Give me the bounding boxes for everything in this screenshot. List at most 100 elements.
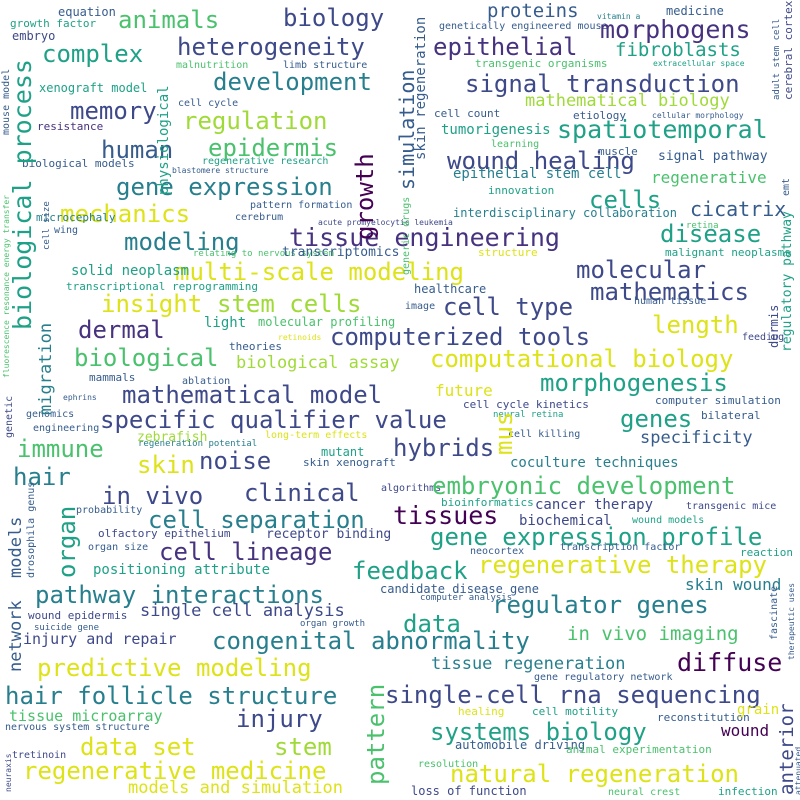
- word: wound healing: [447, 147, 635, 175]
- word: regeneration potential: [138, 439, 258, 449]
- word: epithelial stem cell: [453, 166, 622, 182]
- word: dermal: [78, 316, 165, 344]
- word: mathematical model: [122, 381, 383, 409]
- word: injury: [236, 705, 323, 733]
- word: in vivo: [102, 482, 204, 510]
- word: feeding: [742, 332, 785, 343]
- word: regulator genes: [492, 591, 709, 619]
- word: organ growth: [300, 619, 366, 629]
- word: probability: [76, 505, 143, 516]
- word: disease: [660, 220, 762, 248]
- word: bilateral: [701, 409, 761, 422]
- word: retina: [686, 221, 719, 231]
- word: transcriptomics: [282, 245, 400, 260]
- word: regenerative: [651, 168, 767, 187]
- word: data: [403, 610, 461, 638]
- word: physiological: [156, 85, 172, 195]
- word: regulatory pathway: [780, 211, 795, 352]
- word: data set: [80, 733, 196, 761]
- word: wound: [721, 721, 770, 740]
- word: stem: [274, 733, 332, 761]
- word: tissues: [393, 501, 499, 530]
- word: epidermis: [208, 134, 339, 162]
- word: reaction: [740, 546, 793, 559]
- word: pathway interactions: [35, 581, 324, 609]
- word: bioinformatics: [441, 496, 534, 509]
- word: pattern: [362, 683, 390, 785]
- word: malnutrition: [176, 60, 249, 71]
- word: hair follicle structure: [5, 682, 338, 710]
- word: ephrins: [63, 393, 97, 402]
- word: light: [204, 315, 247, 331]
- word: human: [101, 136, 174, 164]
- word: skin regeneration: [413, 16, 429, 160]
- word: noise: [199, 447, 272, 475]
- word: vitamin a: [597, 12, 641, 21]
- word: neural crest: [608, 787, 681, 798]
- word: cell size: [42, 201, 52, 250]
- word: clinical: [244, 479, 360, 507]
- word: microcephaly: [36, 211, 116, 224]
- word: computer simulation: [655, 394, 781, 407]
- word: ablation: [182, 376, 231, 387]
- word: resistance: [37, 120, 104, 133]
- word: pattern formation: [250, 200, 353, 211]
- word: gene expression: [116, 173, 333, 201]
- word: blastomere structure: [172, 166, 269, 175]
- word: stem cells: [217, 290, 362, 318]
- word: heterogeneity: [177, 33, 365, 61]
- word: engineering: [33, 423, 100, 434]
- word: proteins: [487, 0, 579, 22]
- word: mathematics: [590, 278, 749, 306]
- word: cicatrix: [690, 197, 787, 221]
- word: etiology: [573, 109, 626, 122]
- word: innovation: [488, 184, 555, 197]
- word: single cell analysis: [140, 601, 345, 621]
- word: development: [213, 68, 372, 96]
- word: learning: [491, 139, 540, 150]
- word: equation: [58, 5, 116, 19]
- word: computer analysis: [420, 593, 513, 603]
- word: single-cell rna sequencing: [385, 681, 761, 709]
- word: wound models: [632, 515, 705, 526]
- word: cancer therapy: [535, 497, 654, 513]
- word: transcriptional reprogramming: [66, 280, 259, 293]
- word: image: [405, 301, 436, 312]
- word: congenital abnormality: [212, 627, 530, 655]
- word: biological: [74, 344, 219, 372]
- word: tretinoin: [12, 750, 67, 761]
- word: biological assay: [236, 353, 400, 373]
- word: systems biology: [430, 718, 647, 746]
- word: infection: [718, 785, 778, 798]
- word: cell count: [434, 107, 501, 120]
- word: automobile driving: [455, 738, 586, 752]
- word: anterior: [776, 703, 798, 795]
- word: structure: [478, 246, 538, 259]
- word: skin xenograft: [303, 456, 396, 469]
- word: fluorescence resonance energy transfer: [2, 194, 11, 378]
- word: animal experimentation: [566, 743, 712, 756]
- word: regenerative medicine: [23, 757, 327, 785]
- word: feedback: [352, 557, 468, 585]
- word: models: [6, 516, 26, 578]
- word: mutant: [321, 445, 365, 459]
- word: emt: [781, 177, 792, 196]
- word: gene expression profile: [430, 523, 763, 551]
- word: coculture techniques: [510, 455, 679, 471]
- word: malignant neoplasms: [665, 246, 791, 259]
- word: signal pathway: [658, 149, 768, 164]
- word: muscle: [598, 145, 638, 158]
- word: regenerative therapy: [478, 551, 767, 579]
- word: cell separation: [148, 506, 365, 534]
- word: predictive modeling: [37, 654, 312, 682]
- word: organ size: [88, 542, 149, 553]
- word: genomics: [26, 409, 75, 420]
- word: specific qualifier value: [100, 406, 447, 434]
- word: mouse model: [1, 68, 12, 135]
- word: wing: [54, 225, 79, 236]
- word: healing: [458, 705, 505, 718]
- word: mathematical biology: [525, 91, 730, 111]
- word: neuraxis: [4, 753, 13, 792]
- word: cell motility: [532, 705, 619, 718]
